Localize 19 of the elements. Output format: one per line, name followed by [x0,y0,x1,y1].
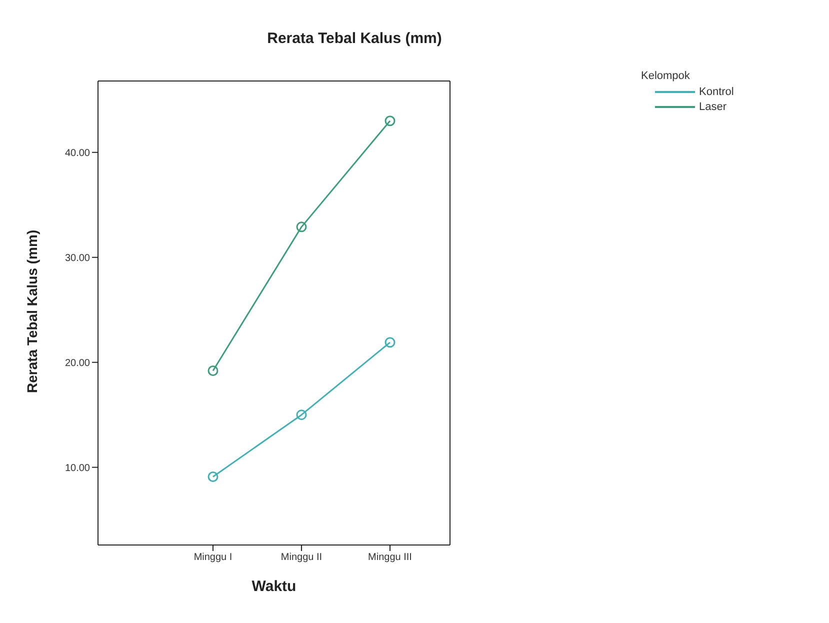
x-tick-label: Minggu I [194,552,232,564]
y-tick-label: 30.00 [64,252,90,264]
x-tick-label: Minggu III [368,552,412,564]
legend-label: Kontrol [699,86,734,98]
y-axis-title: Rerata Tebal Kalus (mm) [24,230,40,393]
chart-title: Rerata Tebal Kalus (mm) [266,29,443,49]
point [384,337,396,348]
y-tick-label: 40.00 [64,148,90,159]
y-tick-label: 20.00 [64,358,90,369]
legend-label: Laser [699,101,727,113]
point [296,410,307,420]
point [384,116,396,126]
point [208,472,218,482]
x-tick-label: Minggu II [280,552,322,564]
point [296,222,307,232]
x-axis-title: Waktu [252,578,296,595]
legend-title: Kelompok [641,70,691,82]
y-tick-label: 10.00 [64,462,90,474]
point [208,365,218,376]
